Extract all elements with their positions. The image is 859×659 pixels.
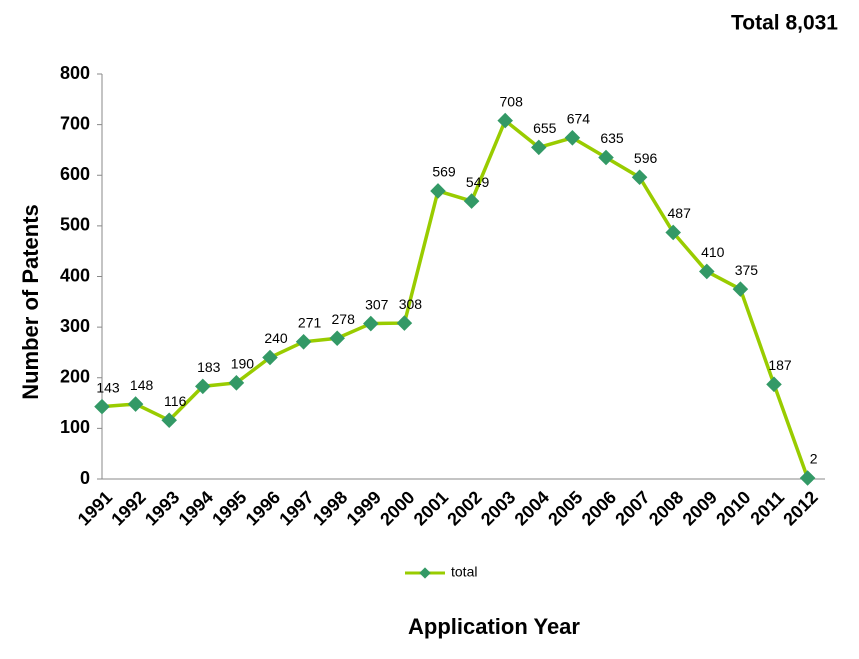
x-tick-label: 1998 <box>309 487 351 529</box>
x-tick-label: 1995 <box>208 487 250 529</box>
x-tick-label: 2008 <box>645 487 687 529</box>
y-tick-label: 700 <box>60 113 90 133</box>
y-tick-label: 300 <box>60 316 90 336</box>
series-line <box>101 117 810 479</box>
data-label: 375 <box>735 262 759 278</box>
data-point <box>631 169 648 186</box>
x-tick-label: 2001 <box>410 487 452 529</box>
x-tick-label: 2002 <box>443 487 485 529</box>
data-point <box>228 375 245 391</box>
data-label: 148 <box>130 377 154 393</box>
data-label: 708 <box>500 93 524 109</box>
data-label: 569 <box>432 164 456 180</box>
x-tick-label: 1994 <box>175 487 217 529</box>
data-point <box>766 376 782 393</box>
data-point <box>732 281 749 297</box>
x-tick-label: 2006 <box>578 487 620 529</box>
data-point <box>396 315 413 331</box>
y-tick-label: 0 <box>80 468 90 488</box>
data-label: 549 <box>466 174 490 190</box>
x-tick-label: 2003 <box>477 487 519 529</box>
x-tick-label: 2012 <box>779 487 821 529</box>
data-label: 271 <box>298 315 322 331</box>
data-point <box>195 378 211 395</box>
x-tick-label: 2011 <box>746 487 788 529</box>
x-axis-label: Application Year <box>408 614 580 639</box>
data-label: 190 <box>231 356 255 372</box>
data-label: 655 <box>533 120 557 136</box>
data-label: 410 <box>701 244 725 260</box>
data-point <box>94 398 110 415</box>
x-tick-label: 1992 <box>107 487 149 529</box>
x-tick-label: 2000 <box>376 487 418 529</box>
legend-label: total <box>451 564 477 580</box>
y-tick-label: 100 <box>60 417 90 437</box>
y-tick-label: 800 <box>60 63 90 83</box>
data-point <box>127 396 144 412</box>
data-point <box>531 139 547 156</box>
x-tick-label: 1997 <box>275 487 317 529</box>
data-label: 143 <box>96 379 120 395</box>
x-tick-label: 2009 <box>679 487 721 529</box>
legend-marker <box>419 567 431 579</box>
data-point <box>363 315 379 332</box>
x-tick-label: 1999 <box>343 487 385 529</box>
data-point <box>665 224 681 241</box>
data-label: 2 <box>810 451 818 467</box>
y-axis-label: Number of Patents <box>18 204 43 400</box>
data-label: 278 <box>332 311 356 327</box>
y-tick-label: 200 <box>60 367 90 387</box>
data-label: 240 <box>264 330 288 346</box>
x-tick-label: 1991 <box>74 487 116 529</box>
y-tick-label: 500 <box>60 215 90 235</box>
x-tick-label: 2010 <box>712 487 754 529</box>
data-point <box>799 470 816 486</box>
chart-title: Total 8,031 <box>731 12 838 35</box>
data-label: 635 <box>600 130 624 146</box>
data-label: 308 <box>399 296 423 312</box>
data-point <box>295 334 312 350</box>
data-label: 596 <box>634 150 658 166</box>
x-tick-label: 2004 <box>511 487 553 529</box>
data-point <box>564 130 581 146</box>
data-point <box>598 149 614 166</box>
x-tick-label: 2005 <box>544 487 586 529</box>
x-tick-label: 1993 <box>141 487 183 529</box>
data-point <box>161 412 177 429</box>
x-tick-label: 1996 <box>242 487 284 529</box>
data-label: 307 <box>365 296 389 312</box>
x-tick-label: 2007 <box>611 487 653 529</box>
data-label: 487 <box>668 205 692 221</box>
data-label: 187 <box>768 357 792 373</box>
data-point <box>430 183 446 199</box>
y-tick-label: 400 <box>60 265 90 285</box>
y-tick-label: 600 <box>60 164 90 184</box>
data-label: 116 <box>164 393 187 409</box>
data-point <box>329 330 345 347</box>
data-label: 674 <box>567 110 591 126</box>
data-point <box>463 193 480 209</box>
data-label: 183 <box>197 359 221 375</box>
